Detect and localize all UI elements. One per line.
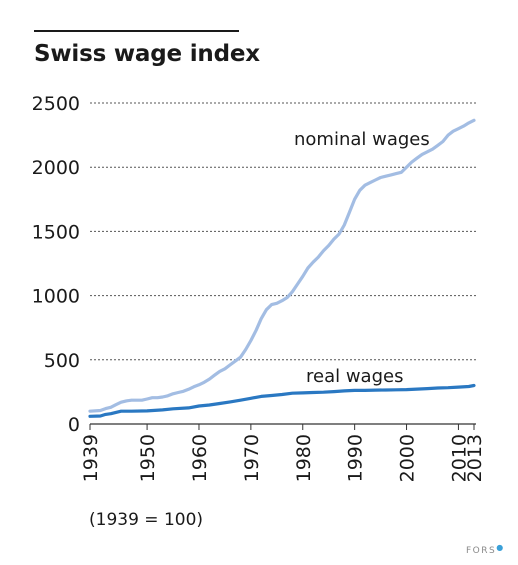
x-tick-label: 1980 — [293, 434, 315, 482]
y-tick-label: 1500 — [32, 221, 80, 243]
series-labels: nominal wages real wages — [294, 129, 430, 387]
title-rule — [34, 30, 239, 32]
chart-title: Swiss wage index — [34, 41, 260, 67]
series-lines — [88, 118, 476, 418]
y-tick-label: 1000 — [32, 286, 80, 308]
y-axis-ticks: 0 500 1000 1500 2000 2500 — [32, 93, 80, 436]
series-label-real-wages: real wages — [306, 366, 403, 387]
series-line-nominal-wages — [88, 118, 476, 413]
y-tick-label: 2500 — [32, 93, 80, 115]
x-tick-label: 1960 — [189, 434, 211, 482]
x-tick-label: 2013 — [464, 434, 486, 482]
x-tick-label: 1970 — [241, 434, 263, 482]
base-year-note: (1939 = 100) — [89, 510, 204, 530]
x-tick-label: 1990 — [345, 434, 367, 482]
x-tick-label: 1950 — [137, 434, 159, 482]
series-label-nominal-wages: nominal wages — [294, 129, 430, 150]
fors-logo: FORS● — [466, 543, 504, 556]
y-tick-label: 0 — [68, 414, 80, 436]
gridlines — [90, 102, 476, 425]
x-tick-label: 1939 — [80, 434, 102, 482]
series-line-real-wages — [88, 383, 476, 418]
y-tick-label: 2000 — [32, 157, 80, 179]
x-tick-label: 2000 — [397, 434, 419, 482]
y-tick-label: 500 — [44, 350, 80, 372]
x-tick-label: 2010 — [448, 434, 470, 482]
